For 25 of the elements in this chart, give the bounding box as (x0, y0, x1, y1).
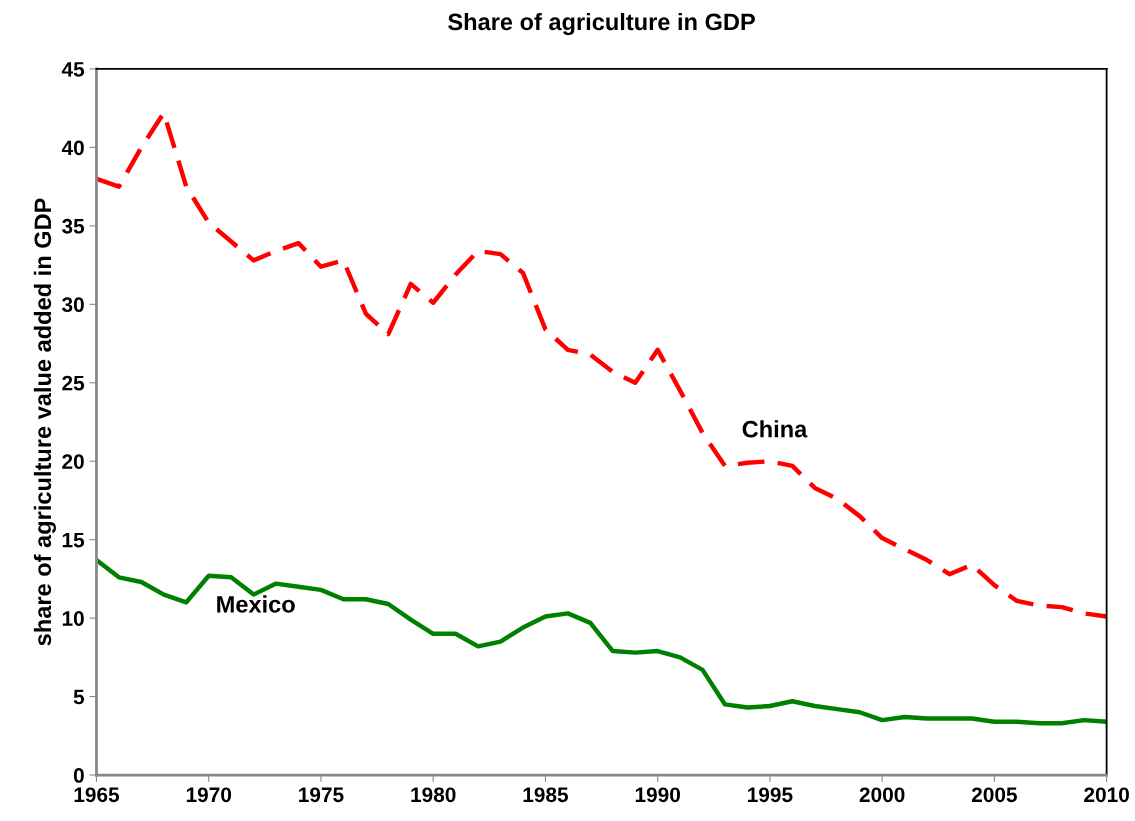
y-tick-label: 25 (62, 375, 85, 391)
y-tick-label: 5 (73, 689, 85, 705)
x-tick-label: 1990 (635, 787, 680, 803)
chart-title: Share of agriculture in GDP (448, 12, 755, 36)
y-tick-label: 0 (73, 768, 84, 783)
y-tick-label: 20 (62, 454, 84, 469)
y-tick-label: 10 (62, 611, 84, 626)
x-tick-label: 1975 (299, 787, 344, 803)
y-tick-label: 15 (62, 532, 85, 548)
series-label: China (742, 420, 808, 438)
y-tick-label: 40 (61, 140, 84, 156)
x-tick-label: 2000 (859, 787, 905, 803)
x-tick-label: 2010 (1084, 787, 1129, 803)
y-tick-label: 30 (61, 297, 84, 313)
x-tick-label: 1995 (748, 787, 793, 803)
x-tick-label: 1970 (186, 787, 232, 803)
line-series (96, 557, 1107, 726)
y-tick-label: 35 (61, 218, 85, 234)
y-tick-label: 45 (61, 62, 85, 77)
y-axis-title: share of agriculture value added in GDP (33, 198, 56, 646)
x-tick-label: 1985 (523, 787, 569, 803)
x-tick-label: 2005 (971, 787, 1017, 803)
x-tick-label: 1980 (411, 787, 456, 803)
series-label: Mexico (217, 595, 295, 613)
x-tick-label: 1965 (74, 787, 120, 803)
